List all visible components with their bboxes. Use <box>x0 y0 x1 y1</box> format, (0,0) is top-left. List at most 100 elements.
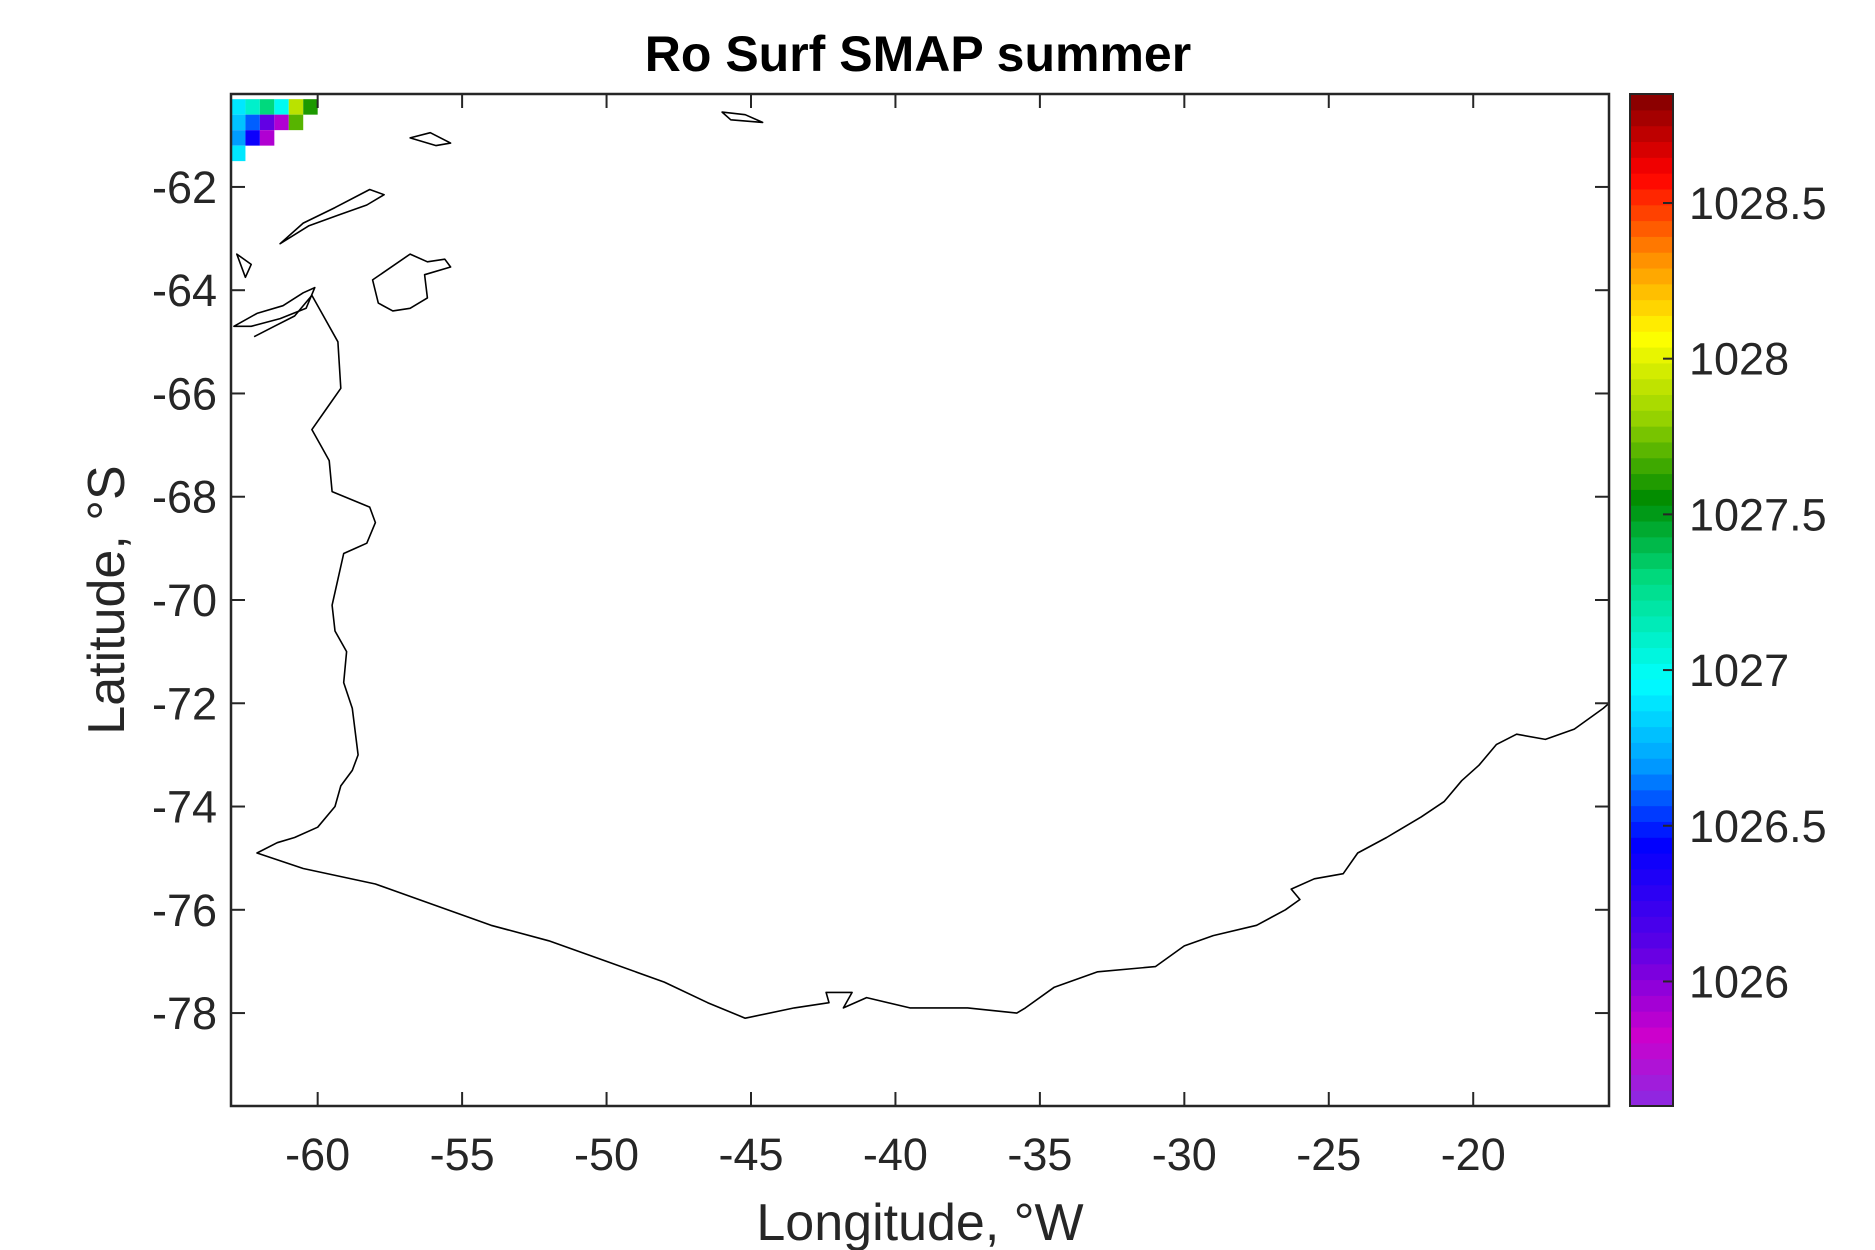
y-tick-label: -66 <box>152 368 217 419</box>
coastline-island <box>409 131 452 147</box>
colorbar-band <box>1630 568 1673 585</box>
colorbar-band <box>1630 821 1673 838</box>
data-cell <box>274 114 289 131</box>
colorbar-band <box>1630 94 1673 111</box>
x-axis-label: Longitude, °W <box>756 1194 1083 1250</box>
colorbar-band <box>1630 679 1673 696</box>
colorbar-band <box>1630 204 1673 222</box>
colorbar-tick-label: 1027.5 <box>1689 489 1827 540</box>
colorbar-gradient <box>1630 94 1673 1107</box>
colorbar-band <box>1630 1026 1673 1044</box>
colorbar-band <box>1630 900 1673 917</box>
coastline-mainland <box>253 294 1610 1019</box>
colorbar-band <box>1630 631 1673 649</box>
colorbar-band <box>1630 267 1673 285</box>
data-cell <box>231 130 246 146</box>
colorbar-band <box>1630 773 1673 791</box>
colorbar-band <box>1630 315 1673 332</box>
data-cell <box>245 99 260 115</box>
coastline-island <box>279 188 385 245</box>
colorbar-band <box>1630 963 1673 981</box>
colorbar-ticks: 1026 1026.5 1027 1027.5 1028 1028.5 <box>1663 178 1827 1007</box>
colorbar-band <box>1630 394 1673 411</box>
colorbar-band <box>1630 1090 1673 1107</box>
colorbar-band <box>1630 378 1673 396</box>
y-axis-ticks: -62 -64 -66 -68 -70 -72 -74 -76 -78 <box>152 162 1609 1039</box>
colorbar-band <box>1630 710 1673 728</box>
data-cell <box>245 130 260 146</box>
colorbar-band <box>1630 647 1673 664</box>
y-tick-label: -68 <box>152 472 217 523</box>
x-tick-label: -60 <box>285 1129 350 1180</box>
colorbar-band <box>1630 220 1673 237</box>
map-plot-area: -60 -55 -50 -45 -40 -35 -30 -25 -20 -62 -64 -66 -68… <box>152 92 1611 1180</box>
colorbar-band <box>1630 694 1673 712</box>
colorbar-tick-label: 1028 <box>1689 334 1789 385</box>
colorbar-band <box>1630 173 1673 190</box>
colorbar-band <box>1630 742 1673 759</box>
coastline-island <box>236 253 252 279</box>
colorbar-band <box>1630 188 1673 206</box>
colorbar-band <box>1630 299 1673 316</box>
colorbar-band <box>1630 1042 1673 1060</box>
y-tick-label: -62 <box>152 162 217 213</box>
data-cell <box>231 145 246 162</box>
colorbar-band <box>1630 331 1673 348</box>
colorbar-band <box>1630 441 1673 459</box>
colorbar-band <box>1630 1011 1673 1028</box>
colorbar-band <box>1630 252 1673 269</box>
y-axis-label: Latitude, °S <box>78 465 136 734</box>
colorbar-band <box>1630 853 1673 870</box>
colorbar-tick-label: 1028.5 <box>1689 178 1827 229</box>
data-cell <box>245 114 260 131</box>
colorbar-band <box>1630 615 1673 633</box>
data-cell <box>288 114 304 131</box>
colorbar-band <box>1630 157 1673 174</box>
data-cell <box>231 99 246 115</box>
coastline-island <box>233 286 316 328</box>
colorbar-band <box>1630 552 1673 569</box>
data-cell <box>231 114 246 131</box>
colorbar: 1026 1026.5 1027 1027.5 1028 1028.5 <box>1629 93 1827 1107</box>
colorbar-band <box>1630 362 1673 380</box>
colorbar-band <box>1630 505 1673 522</box>
colorbar-band <box>1630 426 1673 443</box>
colorbar-band <box>1630 995 1673 1012</box>
y-tick-label: -70 <box>152 575 217 626</box>
colorbar-band <box>1630 663 1673 680</box>
colorbar-band <box>1630 837 1673 854</box>
y-tick-label: -64 <box>152 265 217 316</box>
colorbar-band <box>1630 283 1673 301</box>
data-cell <box>259 130 275 146</box>
colorbar-band <box>1630 125 1673 143</box>
colorbar-band <box>1630 805 1673 822</box>
coastline-island <box>721 111 764 124</box>
x-tick-label: -20 <box>1441 1129 1506 1180</box>
colorbar-band <box>1630 489 1673 506</box>
colorbar-band <box>1630 473 1673 490</box>
coastline <box>233 111 1610 1019</box>
colorbar-band <box>1630 916 1673 933</box>
data-cell <box>274 99 289 115</box>
x-tick-label: -30 <box>1152 1129 1217 1180</box>
data-cell <box>303 99 318 115</box>
colorbar-band <box>1630 868 1673 886</box>
x-tick-label: -35 <box>1007 1129 1072 1180</box>
colorbar-band <box>1630 536 1673 554</box>
x-tick-label: -40 <box>863 1129 928 1180</box>
colorbar-band <box>1630 457 1673 475</box>
y-tick-label: -76 <box>152 885 217 936</box>
colorbar-band <box>1630 758 1673 775</box>
x-tick-label: -55 <box>430 1129 495 1180</box>
colorbar-band <box>1630 109 1673 127</box>
coastline-island <box>371 253 452 312</box>
x-axis-ticks: -60 -55 -50 -45 -40 -35 -30 -25 -20 <box>285 94 1506 1180</box>
colorbar-band <box>1630 1074 1673 1091</box>
chart-title: Ro Surf SMAP summer <box>645 26 1191 82</box>
colorbar-band <box>1630 884 1673 902</box>
colorbar-band <box>1630 520 1673 538</box>
colorbar-band <box>1630 932 1673 949</box>
colorbar-band <box>1630 410 1673 427</box>
colorbar-band <box>1630 789 1673 807</box>
